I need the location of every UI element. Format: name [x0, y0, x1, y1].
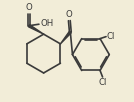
- Text: Cl: Cl: [98, 78, 107, 87]
- Text: OH: OH: [40, 19, 54, 28]
- Text: O: O: [26, 3, 32, 12]
- Polygon shape: [28, 25, 44, 34]
- Text: Cl: Cl: [107, 32, 115, 41]
- Text: O: O: [66, 10, 72, 19]
- Polygon shape: [60, 31, 71, 44]
